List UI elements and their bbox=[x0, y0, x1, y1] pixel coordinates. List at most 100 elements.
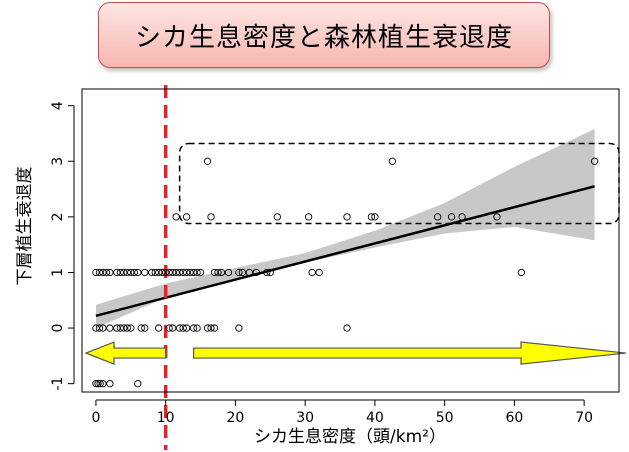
data-point bbox=[214, 268, 222, 277]
data-point bbox=[120, 268, 128, 277]
data-point bbox=[315, 268, 323, 277]
data-point bbox=[196, 268, 205, 277]
data-point bbox=[102, 268, 111, 277]
data-point bbox=[193, 268, 201, 277]
data-point bbox=[151, 268, 159, 277]
data-point bbox=[343, 324, 351, 332]
arrow-layer bbox=[84, 341, 627, 365]
data-point bbox=[92, 380, 100, 388]
data-point bbox=[175, 324, 184, 332]
data-point bbox=[343, 213, 351, 221]
data-point bbox=[141, 324, 149, 332]
data-point bbox=[203, 324, 212, 332]
data-point bbox=[92, 268, 100, 277]
data-point bbox=[99, 268, 107, 277]
data-point bbox=[238, 268, 247, 277]
data-point bbox=[116, 324, 125, 332]
y-tick-label: 3 bbox=[50, 157, 66, 166]
data-point bbox=[305, 213, 313, 221]
y-tick-label: 0 bbox=[50, 324, 66, 333]
data-point bbox=[162, 268, 170, 277]
data-point bbox=[165, 324, 173, 332]
data-point bbox=[266, 268, 274, 277]
data-point bbox=[189, 268, 198, 277]
data-point bbox=[182, 268, 191, 277]
x-tick-label: 50 bbox=[436, 410, 454, 426]
x-tick-label: 40 bbox=[366, 410, 384, 426]
left-arrow bbox=[84, 341, 167, 365]
data-point bbox=[127, 324, 135, 332]
x-tick-label: 10 bbox=[157, 410, 175, 426]
data-point bbox=[590, 157, 599, 165]
data-point bbox=[169, 324, 177, 332]
y-tick-label: 2 bbox=[50, 212, 66, 221]
chart-title: シカ生息密度と森林植生衰退度 bbox=[134, 22, 513, 53]
data-point bbox=[217, 268, 226, 277]
data-point bbox=[116, 268, 125, 277]
x-tick-label: 70 bbox=[575, 410, 593, 426]
confidence-band-layer bbox=[95, 129, 595, 329]
data-point bbox=[96, 380, 104, 388]
data-point bbox=[172, 268, 180, 277]
highlight-box bbox=[178, 142, 620, 225]
x-axis-title: シカ生息密度（頭/km²） bbox=[254, 427, 446, 447]
data-point bbox=[134, 380, 142, 388]
data-point bbox=[158, 268, 166, 277]
data-point bbox=[210, 324, 219, 332]
data-point bbox=[224, 268, 233, 277]
data-point bbox=[113, 268, 121, 277]
data-point bbox=[106, 324, 114, 332]
data-point bbox=[155, 268, 163, 277]
title-banner: シカ生息密度と森林植生衰退度 bbox=[98, 2, 550, 68]
data-point bbox=[263, 268, 271, 277]
data-point bbox=[235, 324, 243, 332]
data-point bbox=[193, 324, 201, 332]
x-tick-label: 30 bbox=[296, 410, 314, 426]
data-point bbox=[172, 213, 180, 221]
data-point bbox=[434, 213, 442, 221]
data-point bbox=[92, 324, 100, 332]
data-point bbox=[169, 268, 177, 277]
data-point bbox=[308, 268, 316, 277]
data-point bbox=[123, 268, 131, 277]
data-point bbox=[179, 324, 187, 332]
data-point bbox=[186, 268, 194, 277]
data-point bbox=[447, 213, 456, 221]
fit-line bbox=[95, 185, 595, 318]
y-tick-label: -1 bbox=[50, 377, 66, 391]
data-point bbox=[113, 324, 121, 332]
axis-layer: 0 10 20 30 40 50 60 70 -1 0 1 2 3 4 bbox=[50, 101, 593, 426]
data-point bbox=[134, 268, 142, 277]
fit-line-layer bbox=[95, 185, 595, 318]
plot-frame bbox=[81, 88, 620, 393]
data-point bbox=[120, 324, 128, 332]
y-tick-label: 4 bbox=[50, 101, 66, 110]
data-point bbox=[210, 268, 219, 277]
data-point bbox=[141, 268, 149, 277]
data-point bbox=[99, 380, 107, 388]
y-axis-title: 下層植生衰退度 bbox=[15, 167, 35, 286]
points-layer bbox=[92, 157, 599, 388]
data-point bbox=[273, 213, 281, 221]
right-arrow bbox=[192, 341, 627, 365]
confidence-band bbox=[95, 129, 595, 329]
data-point bbox=[203, 157, 212, 165]
data-point bbox=[95, 268, 104, 277]
data-point bbox=[94, 380, 102, 388]
data-point bbox=[235, 268, 243, 277]
data-point bbox=[207, 213, 215, 221]
y-tick-label: 1 bbox=[50, 268, 66, 277]
data-point bbox=[245, 268, 254, 277]
data-point bbox=[182, 324, 191, 332]
data-point bbox=[371, 213, 379, 221]
data-point bbox=[189, 324, 198, 332]
data-point bbox=[179, 268, 187, 277]
data-point bbox=[148, 268, 156, 277]
data-point bbox=[106, 268, 114, 277]
data-point bbox=[252, 268, 261, 277]
data-point bbox=[130, 268, 138, 277]
data-point bbox=[95, 324, 104, 332]
data-point bbox=[207, 324, 215, 332]
data-point bbox=[517, 268, 526, 277]
